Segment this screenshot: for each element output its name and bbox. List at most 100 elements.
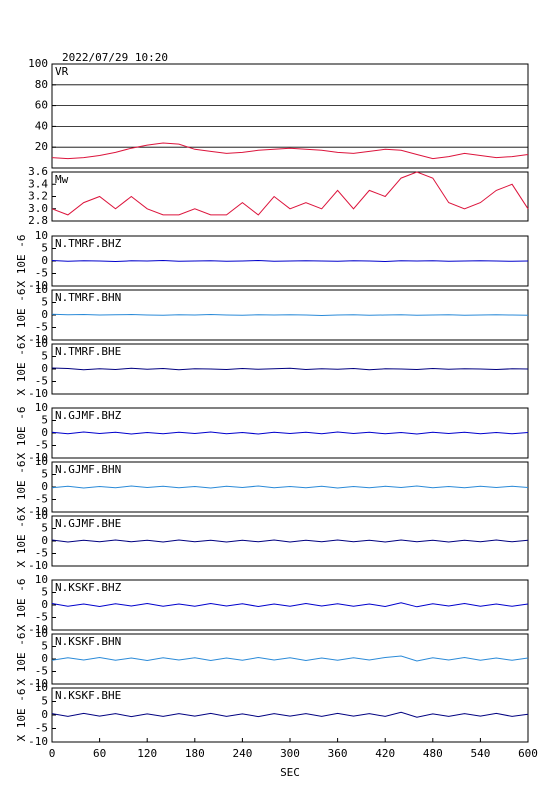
y-tick-label: 0 — [41, 480, 48, 493]
y-axis-label: X 10E -6 — [15, 515, 28, 568]
y-tick-label: -10 — [28, 333, 48, 346]
y-axis-label: X 10E -6 — [15, 289, 28, 342]
y-tick-label: 0 — [41, 652, 48, 665]
y-tick-label: 3.0 — [28, 202, 48, 215]
y-tick-label: -5 — [35, 375, 48, 388]
y-tick-label: -5 — [35, 321, 48, 334]
y-tick-label: -5 — [35, 439, 48, 452]
y-tick-label: 0 — [41, 362, 48, 375]
y-tick-label: -10 — [28, 559, 48, 572]
x-tick-label: 300 — [280, 747, 300, 760]
y-tick-label: 5 — [41, 296, 48, 309]
y-tick-label: -5 — [35, 611, 48, 624]
x-tick-label: 120 — [137, 747, 157, 760]
y-tick-label: 0 — [41, 534, 48, 547]
y-tick-label: -5 — [35, 722, 48, 735]
y-tick-label: -10 — [28, 623, 48, 636]
y-tick-label: -5 — [35, 267, 48, 280]
x-tick-label: 60 — [93, 747, 106, 760]
x-tick-label: 0 — [49, 747, 56, 760]
y-tick-label: 5 — [41, 586, 48, 599]
panel-frame — [51, 171, 529, 222]
panel-label: N.GJMF.BHE — [55, 517, 121, 530]
y-tick-label: -10 — [28, 387, 48, 400]
panel-label: N.GJMF.BHZ — [55, 409, 122, 422]
y-tick-label: 100 — [28, 57, 48, 70]
y-tick-label: 10 — [35, 681, 48, 694]
x-tick-label: 540 — [470, 747, 490, 760]
y-axis-label: X 10E -6 — [15, 235, 28, 288]
y-tick-label: 3.4 — [28, 177, 48, 190]
y-tick-label: -5 — [35, 493, 48, 506]
y-tick-label: 2.8 — [28, 214, 48, 227]
y-tick-label: 0 — [41, 308, 48, 321]
panel-frame — [51, 633, 529, 685]
x-tick-label: 240 — [232, 747, 252, 760]
panel-frame — [51, 63, 529, 169]
y-tick-label: 10 — [35, 627, 48, 640]
y-tick-label: 3.2 — [28, 190, 48, 203]
y-tick-label: -10 — [28, 451, 48, 464]
y-tick-label: 10 — [35, 455, 48, 468]
y-tick-label: 80 — [35, 78, 48, 91]
x-tick-label: 420 — [375, 747, 395, 760]
y-tick-label: 0 — [41, 708, 48, 721]
y-tick-label: 10 — [35, 401, 48, 414]
y-tick-label: 10 — [35, 229, 48, 242]
y-tick-label: 5 — [41, 640, 48, 653]
y-tick-label: 10 — [35, 283, 48, 296]
y-tick-label: -10 — [28, 735, 48, 748]
x-tick-label: 360 — [328, 747, 348, 760]
y-tick-label: -5 — [35, 547, 48, 560]
panel-label: N.TMRF.BHN — [55, 291, 121, 304]
y-tick-label: 10 — [35, 509, 48, 522]
panel-label: N.TMRF.BHZ — [55, 237, 122, 250]
chart-title: 2022/07/29 10:20 — [62, 51, 168, 64]
panel-label: N.TMRF.BHE — [55, 345, 121, 358]
panel-label: N.KSKF.BHE — [55, 689, 121, 702]
y-tick-label: 5 — [41, 468, 48, 481]
y-axis-label: X 10E -6 — [15, 461, 28, 514]
y-tick-label: 0 — [41, 426, 48, 439]
y-tick-label: 5 — [41, 695, 48, 708]
data-line — [51, 602, 529, 608]
data-line — [51, 259, 529, 263]
data-line — [51, 431, 529, 435]
y-tick-label: -10 — [28, 505, 48, 518]
y-tick-label: 5 — [41, 414, 48, 427]
data-line — [51, 655, 529, 662]
y-tick-label: 3.6 — [28, 165, 48, 178]
y-axis-label: X 10E -6 — [15, 579, 28, 632]
y-tick-label: 5 — [41, 350, 48, 363]
y-tick-label: 0 — [41, 598, 48, 611]
panel-label: N.GJMF.BHN — [55, 463, 121, 476]
y-tick-label: 40 — [35, 119, 48, 132]
x-tick-label: 480 — [423, 747, 443, 760]
y-tick-label: -10 — [28, 279, 48, 292]
y-tick-label: 5 — [41, 522, 48, 535]
data-line — [51, 367, 529, 371]
data-line — [51, 171, 529, 216]
y-axis-label: X 10E -6 — [15, 689, 28, 742]
data-line — [51, 313, 529, 317]
y-tick-label: 5 — [41, 242, 48, 255]
panel-frame — [51, 515, 529, 567]
panel-label: Mw — [55, 173, 69, 186]
panel-label: VR — [55, 65, 69, 78]
x-tick-label: 600 — [518, 747, 538, 760]
y-axis-label: X 10E -6 — [15, 633, 28, 686]
data-line — [51, 539, 529, 543]
data-line — [51, 711, 529, 718]
data-line — [51, 485, 529, 489]
y-tick-label: 60 — [35, 99, 48, 112]
panel-label: N.KSKF.BHN — [55, 635, 121, 648]
panel-frame — [51, 579, 529, 631]
y-tick-label: -10 — [28, 677, 48, 690]
y-tick-label: 20 — [35, 140, 48, 153]
data-line — [51, 142, 529, 160]
panel-label: N.KSKF.BHZ — [55, 581, 122, 594]
x-tick-label: 180 — [185, 747, 205, 760]
y-axis-label: X 10E -6 — [15, 407, 28, 460]
y-tick-label: -5 — [35, 665, 48, 678]
